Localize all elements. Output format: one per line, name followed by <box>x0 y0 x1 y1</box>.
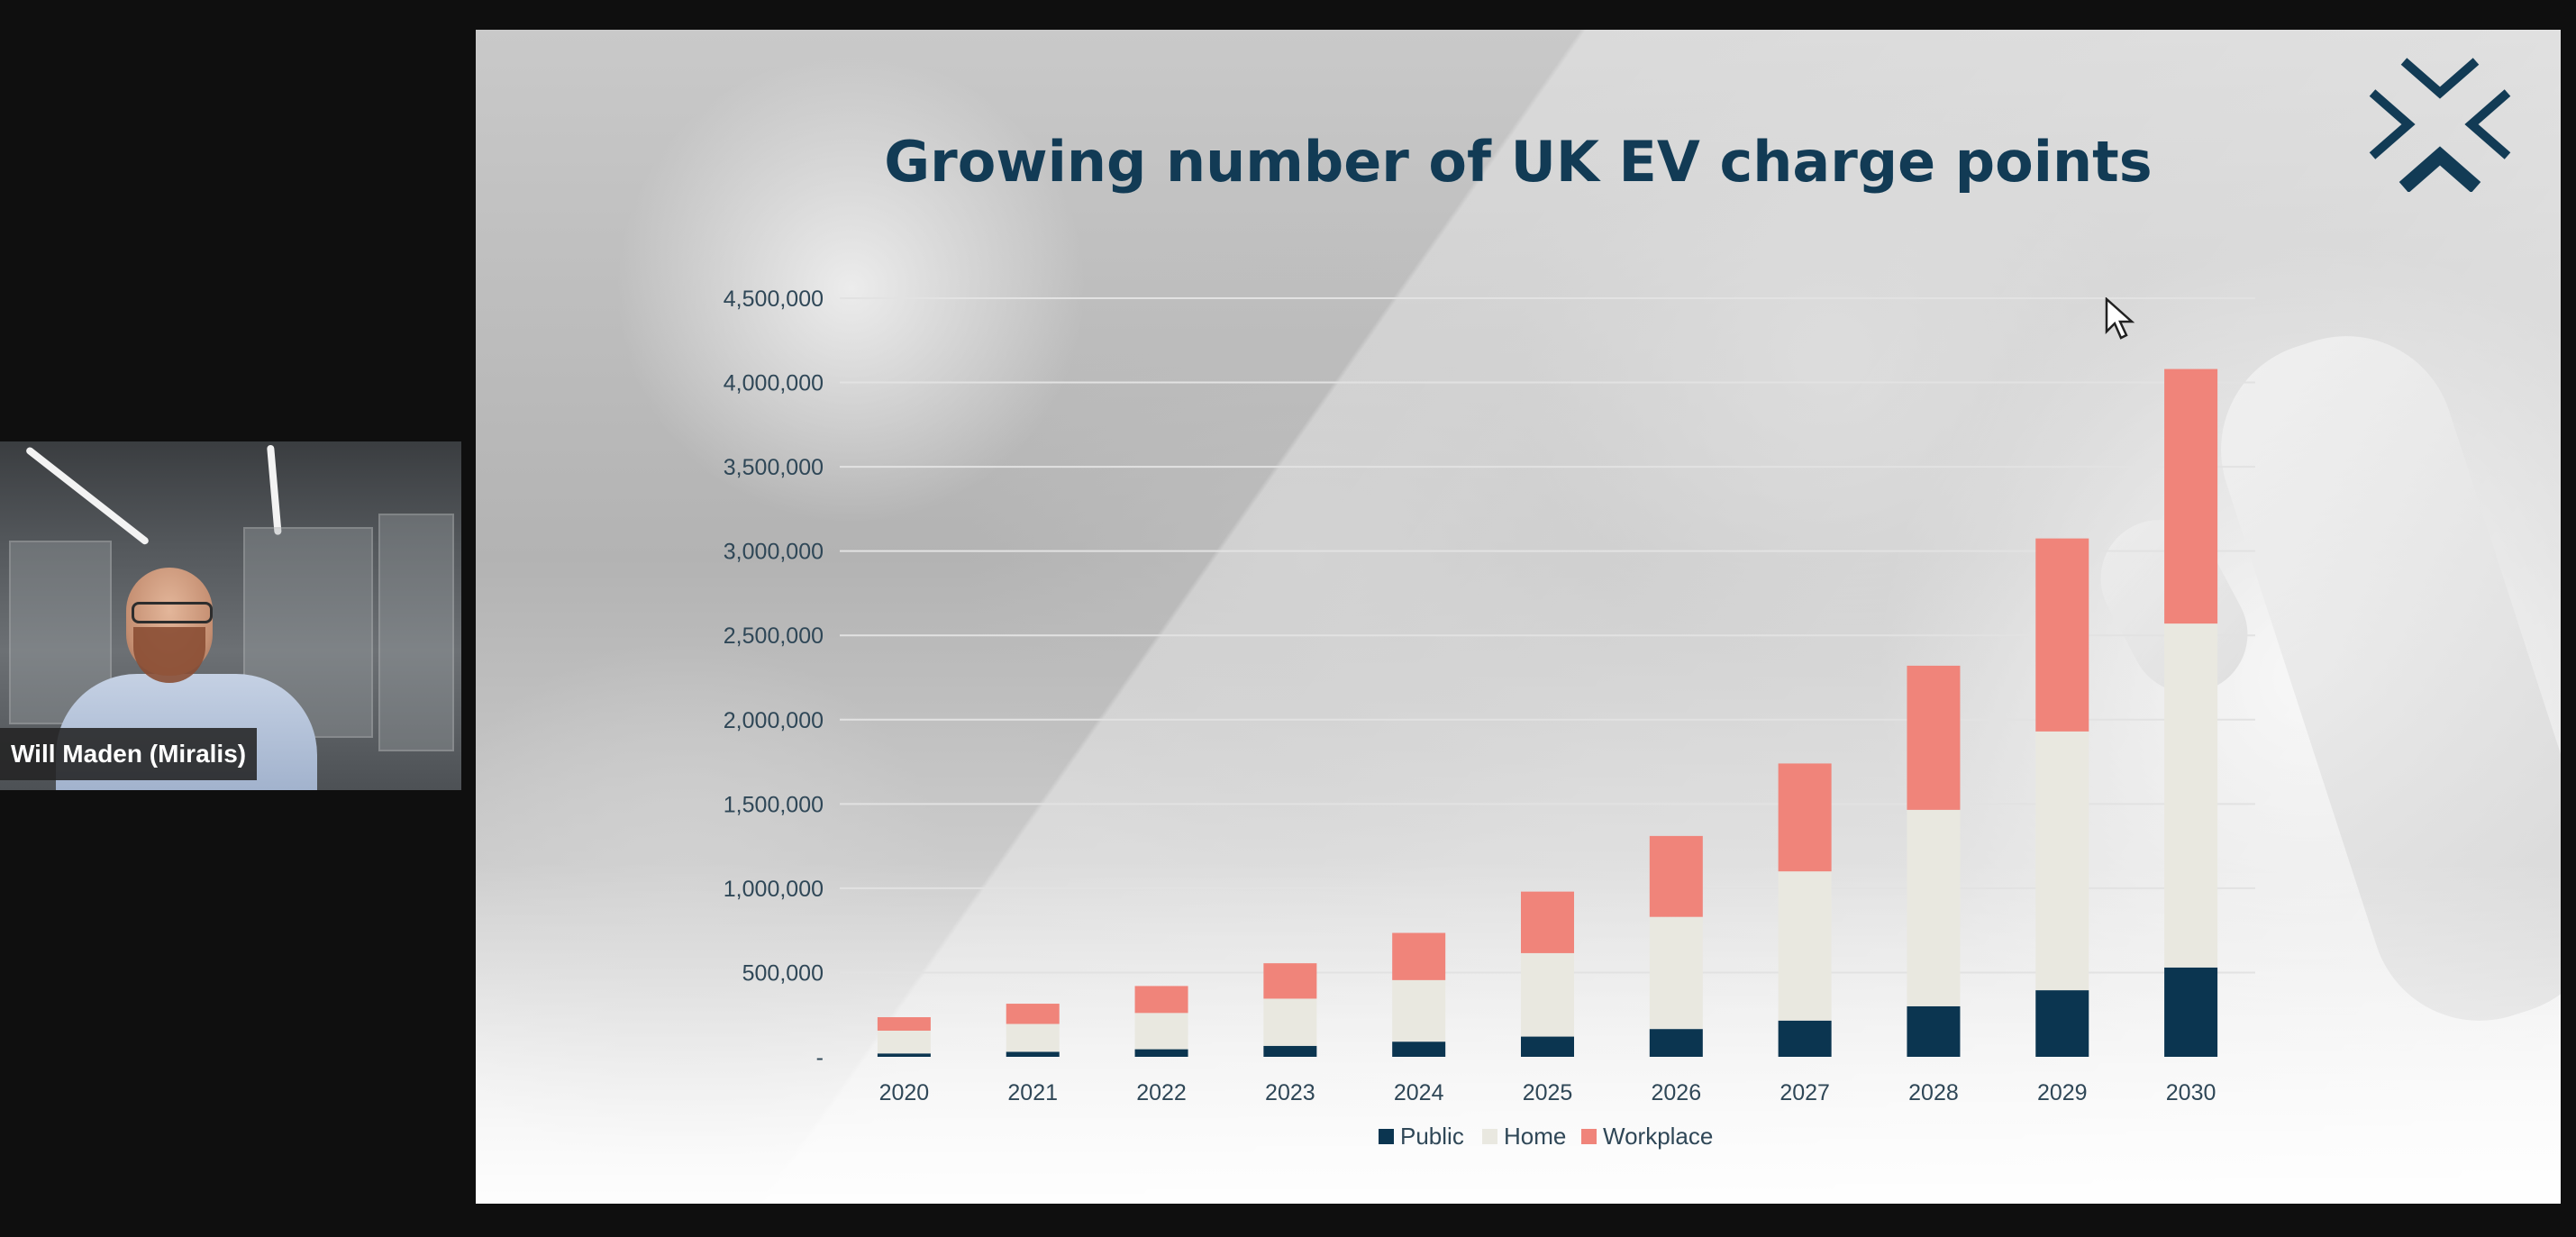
bar-segment-public-2029 <box>2035 990 2089 1057</box>
y-tick-label: 4,000,000 <box>724 371 824 396</box>
bar-segment-public-2027 <box>1778 1020 1832 1057</box>
ceiling-light <box>24 445 150 546</box>
chart-title: Growing number of UK EV charge points <box>884 129 2152 195</box>
x-tick-label: 2027 <box>1780 1080 1830 1105</box>
bar-segment-public-2020 <box>877 1053 931 1057</box>
bar-segment-workplace-2023 <box>1263 963 1317 999</box>
legend-label-workplace: Workplace <box>1603 1123 1713 1150</box>
company-logo <box>2369 58 2511 192</box>
bar-segment-workplace-2027 <box>1778 763 1832 872</box>
bar-segment-home-2024 <box>1392 979 1446 1042</box>
bar-segment-public-2030 <box>2164 967 2218 1057</box>
ceiling-light <box>267 444 282 535</box>
x-tick-label: 2028 <box>1908 1080 1959 1105</box>
bar-segment-workplace-2021 <box>1006 1004 1060 1024</box>
bar-segment-workplace-2028 <box>1907 665 1961 810</box>
bar-segment-public-2022 <box>1134 1049 1188 1057</box>
bar-segment-workplace-2026 <box>1649 835 1703 917</box>
bar-segment-home-2023 <box>1263 998 1317 1046</box>
participant-beard <box>133 627 205 683</box>
bar-segment-home-2021 <box>1006 1023 1060 1052</box>
legend-label-public: Public <box>1400 1123 1464 1150</box>
bar-segment-home-2029 <box>2035 731 2089 991</box>
bar-segment-workplace-2030 <box>2164 368 2218 624</box>
y-tick-label: 3,000,000 <box>724 540 824 565</box>
x-tick-label: 2029 <box>2037 1080 2088 1105</box>
bar-segment-public-2026 <box>1649 1029 1703 1057</box>
bar-segment-public-2021 <box>1006 1051 1060 1057</box>
x-tick-label: 2023 <box>1265 1080 1315 1105</box>
y-tick-label: 500,000 <box>742 960 824 986</box>
bar-segment-home-2027 <box>1778 871 1832 1021</box>
participant-glasses <box>132 602 213 623</box>
bar-segment-public-2024 <box>1392 1041 1446 1057</box>
bar-segment-home-2025 <box>1521 952 1574 1037</box>
glass-wall-panel <box>378 514 454 751</box>
stacked-bar-chart: Growing number of UK EV charge points - 5… <box>724 129 2255 1150</box>
chart-legend: Public Home Workplace <box>1379 1123 1713 1150</box>
x-tick-label: 2025 <box>1523 1080 1573 1105</box>
bar-segment-home-2028 <box>1907 809 1961 1006</box>
participant-video-tile[interactable]: Will Maden (Miralis) <box>0 441 461 790</box>
glass-wall-panel <box>9 541 112 724</box>
bar-segment-home-2020 <box>877 1030 931 1054</box>
y-tick-label: 1,500,000 <box>724 792 824 817</box>
y-tick-label: 4,500,000 <box>724 287 824 312</box>
bar-segment-public-2023 <box>1263 1045 1317 1057</box>
legend-swatch-workplace <box>1581 1129 1597 1144</box>
legend-label-home: Home <box>1504 1123 1566 1150</box>
bar-segment-workplace-2025 <box>1521 891 1574 953</box>
x-axis-tick-labels: 2020 2021 2022 2023 2024 2025 2026 2027 2028 2029… <box>879 1080 2216 1105</box>
bar-segment-public-2028 <box>1907 1005 1961 1057</box>
participant-name-tag: Will Maden (Miralis) <box>0 728 258 780</box>
mouse-cursor-icon <box>2105 297 2135 340</box>
bar-segment-home-2030 <box>2164 623 2218 968</box>
y-axis-tick-labels: - 500,000 1,000,000 1,500,000 2,000,000 2,500… <box>724 287 824 1070</box>
x-tick-label: 2024 <box>1394 1080 1444 1105</box>
y-tick-label: 2,500,000 <box>724 623 824 649</box>
bar-segment-home-2026 <box>1649 916 1703 1030</box>
x-tick-label: 2026 <box>1652 1080 1702 1105</box>
y-tick-label: 1,000,000 <box>724 877 824 902</box>
chart-bars <box>877 368 2218 1057</box>
bar-segment-workplace-2020 <box>877 1017 931 1031</box>
y-tick-label: 2,000,000 <box>724 708 824 733</box>
x-tick-label: 2020 <box>879 1080 930 1105</box>
y-tick-label: - <box>816 1045 824 1070</box>
legend-swatch-home <box>1482 1129 1497 1144</box>
shared-slide: Growing number of UK EV charge points - 5… <box>476 30 2561 1204</box>
x-tick-label: 2022 <box>1136 1080 1187 1105</box>
bar-segment-workplace-2029 <box>2035 538 2089 732</box>
bar-segment-workplace-2022 <box>1134 986 1188 1014</box>
bar-segment-home-2022 <box>1134 1013 1188 1050</box>
x-tick-label: 2030 <box>2166 1080 2216 1105</box>
bar-segment-public-2025 <box>1521 1036 1574 1057</box>
chart-gridlines <box>840 297 2255 974</box>
y-tick-label: 3,500,000 <box>724 455 824 480</box>
legend-swatch-public <box>1379 1129 1394 1144</box>
x-tick-label: 2021 <box>1007 1080 1058 1105</box>
bar-segment-workplace-2024 <box>1392 932 1446 980</box>
